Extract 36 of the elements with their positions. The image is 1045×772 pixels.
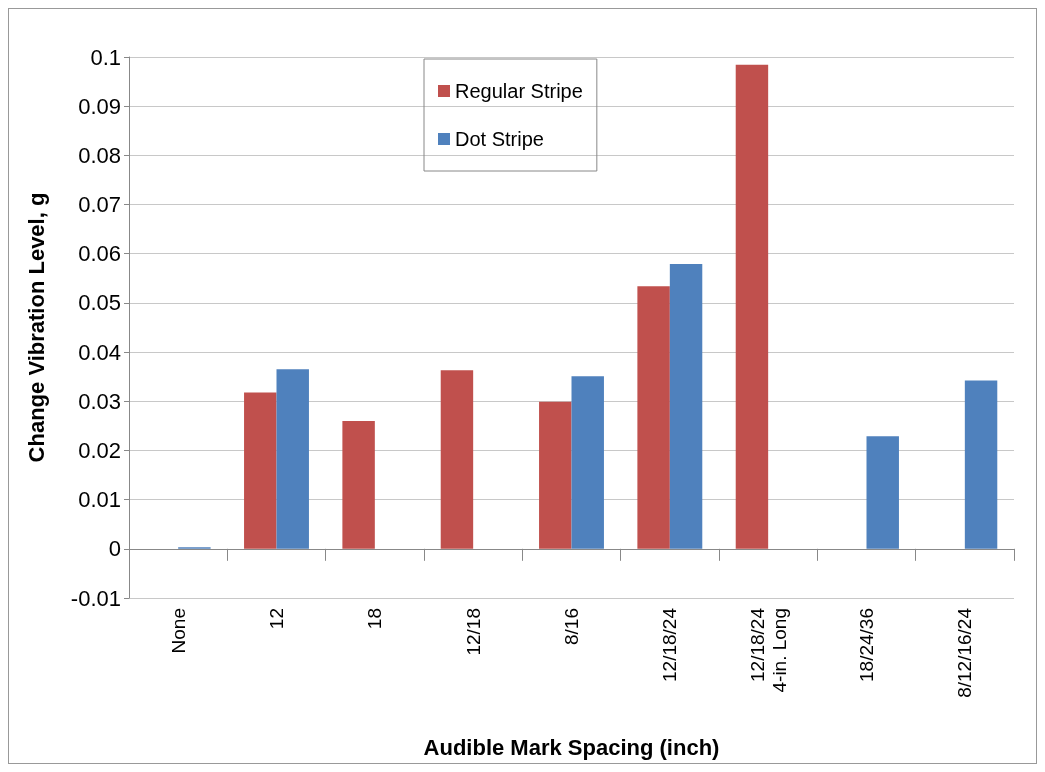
x-tick-label: None (167, 608, 189, 654)
legend-label: Dot Stripe (455, 128, 544, 150)
y-tick-label: 0 (108, 536, 121, 562)
x-tick-label: 12/18 (462, 608, 484, 656)
y-axis-title: Change Vibration Level, g (23, 192, 49, 463)
y-tick-label: 0.1 (90, 44, 121, 70)
bar (571, 376, 604, 549)
y-tick-label: 0.01 (78, 487, 121, 513)
x-tick-label: 12 (266, 608, 287, 630)
x-tick-label: 18 (364, 608, 386, 630)
bar (735, 64, 769, 549)
y-tick-label: 0.02 (78, 437, 121, 463)
x-tick-label: 8/16 (561, 608, 582, 645)
y-tick-label: 0.07 (78, 192, 121, 218)
x-axis-title: Audible Mark Spacing (inch) (423, 734, 720, 760)
bar (440, 370, 474, 549)
bar (964, 380, 998, 549)
y-tick-label: -0.01 (70, 585, 121, 611)
bar (637, 286, 670, 549)
x-tick-label: 8/12/16/24 (954, 607, 976, 698)
x-tick-label: 12/18/24 (659, 607, 681, 682)
bar (669, 264, 703, 549)
y-tick-label: 0.03 (78, 388, 121, 414)
y-tick-label: 0.08 (78, 142, 121, 168)
bar (866, 436, 899, 549)
legend-label: Regular Stripe (455, 80, 583, 102)
bar (342, 420, 375, 549)
bar (539, 401, 572, 549)
bar (276, 369, 309, 549)
bar (244, 392, 277, 549)
y-tick-label: 0.05 (78, 290, 121, 316)
x-tick-label: 18/24/36 (856, 608, 877, 682)
x-tick-label: 12/18/24 4-in. Long (746, 607, 790, 693)
y-tick-label: 0.04 (78, 339, 121, 365)
y-tick-label: 0.09 (78, 93, 121, 119)
y-tick-label: 0.06 (78, 241, 121, 267)
